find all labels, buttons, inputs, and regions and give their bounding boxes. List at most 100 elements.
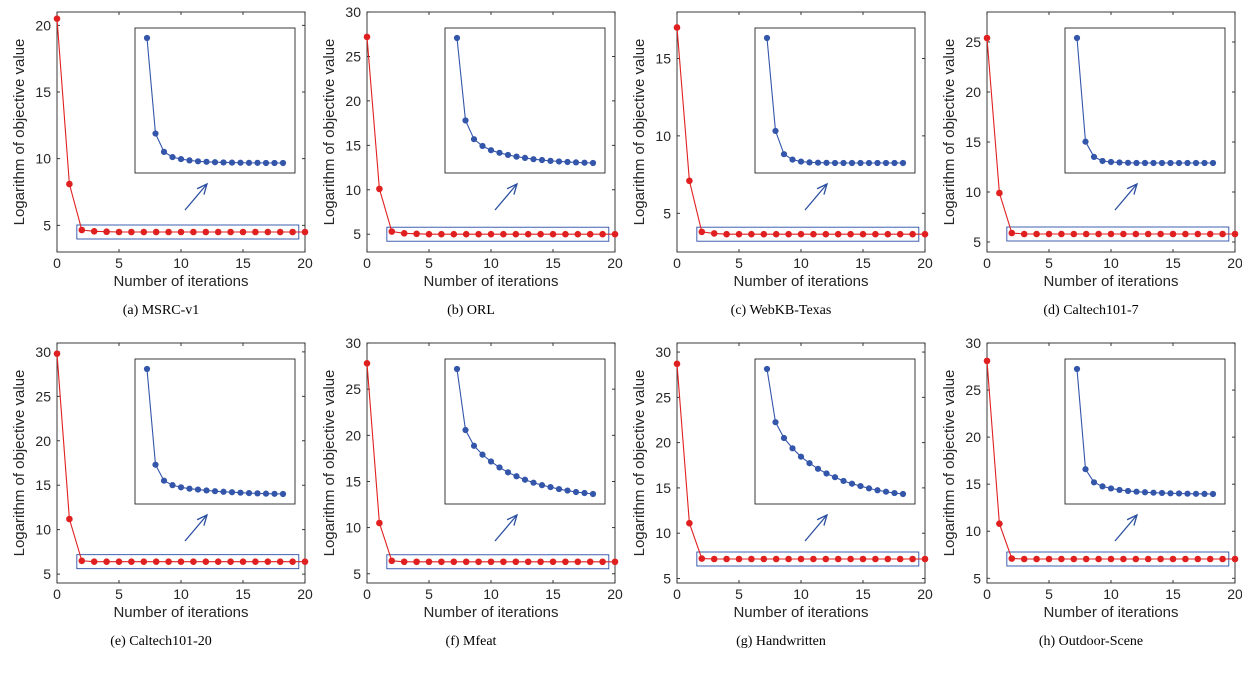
inset-point (772, 127, 779, 135)
data-point (1045, 555, 1053, 563)
data-point (1132, 555, 1140, 563)
inset-point (1116, 159, 1123, 166)
y-tick-label: 25 (35, 388, 51, 404)
data-point (599, 558, 606, 566)
x-tick-label: 10 (483, 255, 499, 271)
data-point (1157, 555, 1164, 563)
data-point (537, 230, 544, 238)
inset-point (814, 465, 822, 472)
data-point (425, 558, 433, 566)
x-tick-label: 0 (363, 586, 371, 602)
x-tick-label: 15 (545, 255, 561, 271)
inset-point (211, 159, 219, 166)
zoom-arrow (1114, 514, 1138, 542)
data-point (1120, 230, 1127, 238)
x-tick-label: 20 (607, 255, 623, 271)
x-tick-label: 5 (425, 586, 433, 602)
y-tick-label: 5 (353, 226, 361, 242)
data-point (847, 230, 854, 238)
data-point (748, 555, 755, 563)
arrow-head (1126, 182, 1139, 195)
data-point (438, 230, 445, 238)
inset-point (496, 149, 503, 156)
data-point (884, 230, 892, 238)
zoom-arrow (184, 183, 208, 211)
y-axis-label: Logarithm of objective value (631, 370, 648, 557)
inset-point (1073, 34, 1081, 42)
inset-frame (444, 27, 606, 174)
inset-point (462, 117, 469, 124)
data-point (1144, 230, 1152, 238)
y-tick-label: 10 (345, 182, 361, 198)
data-point (574, 558, 582, 566)
inset-point (220, 488, 227, 495)
inset-point (891, 159, 898, 167)
zoom-arrow (1114, 183, 1138, 211)
inset-point (1099, 157, 1106, 165)
data-point (264, 228, 272, 236)
inset-point (538, 482, 546, 489)
data-point (1120, 555, 1127, 563)
inset-point (772, 419, 779, 426)
data-point (921, 230, 929, 238)
inset-point (857, 482, 864, 490)
data-point (859, 555, 867, 563)
data-point (78, 557, 86, 565)
y-tick-label: 15 (345, 473, 361, 489)
data-point (1194, 555, 1202, 563)
data-point (1219, 230, 1226, 238)
data-point (586, 558, 594, 566)
data-point (996, 189, 1003, 197)
y-axis-label: Logarithm of objective value (631, 39, 648, 226)
data-point (673, 24, 681, 31)
x-tick-label: 15 (855, 255, 871, 271)
y-tick-label: 30 (965, 335, 981, 351)
inset-point (245, 490, 253, 497)
inset-point (874, 487, 881, 494)
y-tick-label: 10 (965, 523, 981, 539)
zoom-arrow (804, 183, 828, 211)
x-tick-label: 10 (173, 586, 189, 602)
inset-point (848, 159, 856, 167)
data-point (66, 180, 73, 188)
data-point (450, 230, 458, 238)
inset-point (1082, 466, 1089, 473)
y-tick-label: 25 (965, 34, 981, 50)
data-point (1157, 230, 1164, 238)
y-tick-label: 5 (973, 570, 981, 586)
y-tick-label: 5 (353, 566, 361, 582)
data-point (1020, 555, 1028, 563)
inset-point (228, 489, 236, 496)
inset-point (882, 159, 890, 167)
x-tick-label: 20 (917, 255, 933, 271)
data-point (227, 228, 234, 236)
inset-point (763, 34, 771, 42)
x-tick-label: 15 (1165, 586, 1181, 602)
data-point (748, 230, 755, 238)
x-tick-label: 0 (673, 255, 681, 271)
data-point (1132, 230, 1140, 238)
x-tick-label: 15 (545, 586, 561, 602)
data-point (388, 557, 396, 565)
data-point (500, 558, 507, 566)
y-tick-label: 15 (655, 480, 671, 496)
data-point (128, 558, 135, 565)
y-tick-label: 20 (965, 84, 981, 100)
inset-point (865, 485, 873, 492)
inset-point (237, 489, 244, 496)
inset-point (479, 142, 486, 150)
data-point (797, 230, 805, 238)
data-point (289, 558, 296, 565)
inset-point (806, 460, 813, 467)
x-tick-label: 20 (1227, 255, 1242, 271)
data-point (475, 558, 482, 566)
inset-point (572, 159, 580, 166)
data-point (90, 228, 98, 235)
y-tick-label: 5 (663, 570, 671, 586)
y-tick-label: 20 (35, 433, 51, 449)
inset-point (1141, 159, 1149, 167)
data-point (1082, 230, 1090, 238)
data-point (1058, 230, 1065, 238)
